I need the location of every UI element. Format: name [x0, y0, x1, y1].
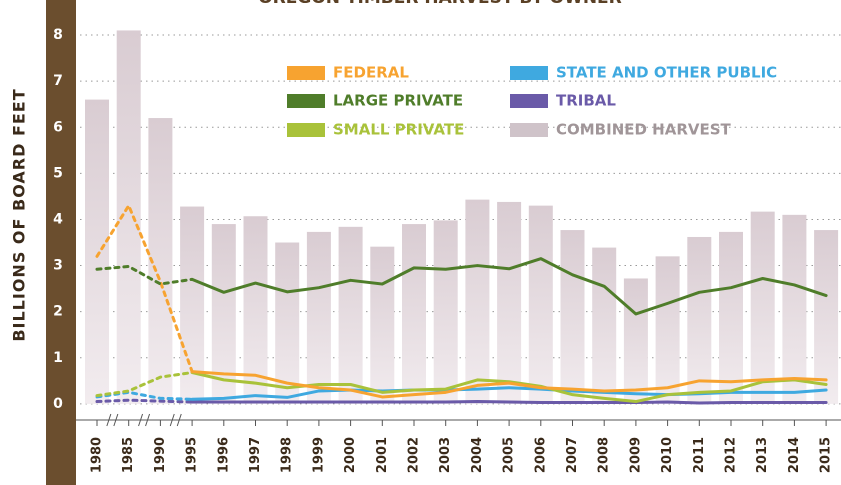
- x-tick-label: 2013: [755, 437, 770, 473]
- bar: [782, 214, 807, 404]
- y-tick-label: 6: [53, 119, 63, 135]
- x-tick-label: 1990: [153, 437, 168, 473]
- bar: [592, 247, 617, 404]
- axis-band: [46, 0, 76, 485]
- x-tick-label: 1980: [90, 437, 105, 473]
- y-tick-label: 1: [53, 350, 63, 366]
- x-tick-label: 2002: [407, 437, 422, 473]
- x-tick-label: 2008: [597, 437, 612, 473]
- x-tick-label: 2007: [565, 437, 580, 473]
- legend-swatch: [510, 94, 548, 108]
- x-tick-label: 2006: [533, 437, 548, 473]
- bar: [306, 231, 331, 404]
- legend-swatch: [510, 123, 548, 137]
- x-tick-label: 2014: [787, 437, 802, 473]
- x-tick-label: 1998: [280, 437, 295, 473]
- x-tick-label: 2009: [628, 437, 643, 473]
- line: [190, 400, 828, 405]
- legend-swatch: [287, 66, 325, 80]
- bar: [465, 199, 490, 404]
- bar: [623, 278, 648, 404]
- bar: [243, 216, 268, 404]
- bar: [750, 211, 775, 404]
- bar: [719, 231, 743, 404]
- x-tick-label: 2000: [343, 437, 358, 473]
- x-tick-label: 2004: [470, 437, 485, 473]
- x-tick-label: 2011: [692, 437, 707, 473]
- bar: [528, 205, 553, 404]
- y-tick-label: 3: [53, 258, 63, 274]
- legend-label: COMBINED HARVEST: [556, 121, 732, 139]
- bar: [560, 230, 585, 404]
- x-tick-label: 2015: [819, 437, 834, 473]
- y-tick-label: 4: [53, 211, 63, 227]
- legend-label: FEDERAL: [333, 64, 409, 82]
- bar: [370, 246, 395, 404]
- x-tick-label: 1997: [248, 437, 263, 473]
- bar: [687, 236, 712, 404]
- legend-label: LARGE PRIVATE: [333, 92, 463, 110]
- y-tick-label: 8: [53, 27, 63, 43]
- y-tick-label: 2: [53, 304, 63, 320]
- line: [95, 390, 194, 401]
- y-axis-label: BILLIONS OF BOARD FEET: [10, 88, 29, 341]
- bar: [275, 242, 300, 404]
- bar: [402, 224, 426, 404]
- x-tick-label: 1985: [121, 437, 136, 473]
- x-tick-label: 2012: [724, 437, 739, 473]
- x-tick-label: 1995: [185, 437, 200, 473]
- chart-title: OREGON TIMBER HARVEST BY OWNER: [258, 0, 622, 8]
- line: [190, 370, 828, 399]
- legend-label: SMALL PRIVATE: [333, 121, 464, 139]
- legend-swatch: [510, 66, 548, 80]
- x-tick-label: 1996: [216, 437, 231, 473]
- bar: [338, 226, 363, 404]
- line: [95, 371, 194, 398]
- y-tick-label: 5: [53, 165, 63, 181]
- x-tick-label: 2005: [502, 437, 517, 473]
- bar: [85, 99, 109, 404]
- legend-swatch: [287, 94, 325, 108]
- axis-break: [106, 413, 119, 427]
- y-tick-label: 0: [53, 396, 63, 412]
- x-tick-label: 2001: [375, 437, 390, 473]
- line: [95, 204, 194, 374]
- bar: [655, 256, 680, 404]
- axis-break: [169, 413, 182, 427]
- bar: [814, 230, 839, 404]
- bar: [433, 220, 458, 404]
- axis-break: [138, 413, 151, 427]
- line: [190, 257, 828, 316]
- bar: [497, 201, 522, 404]
- legend-label: STATE AND OTHER PUBLIC: [556, 64, 777, 82]
- x-tick-label: 1999: [311, 437, 326, 473]
- x-tick-label: 2010: [660, 437, 675, 473]
- legend-label: TRIBAL: [556, 92, 616, 110]
- y-tick-label: 7: [53, 73, 63, 89]
- x-tick-label: 2003: [438, 437, 453, 473]
- line: [95, 264, 194, 286]
- line: [95, 398, 194, 404]
- legend-swatch: [287, 123, 325, 137]
